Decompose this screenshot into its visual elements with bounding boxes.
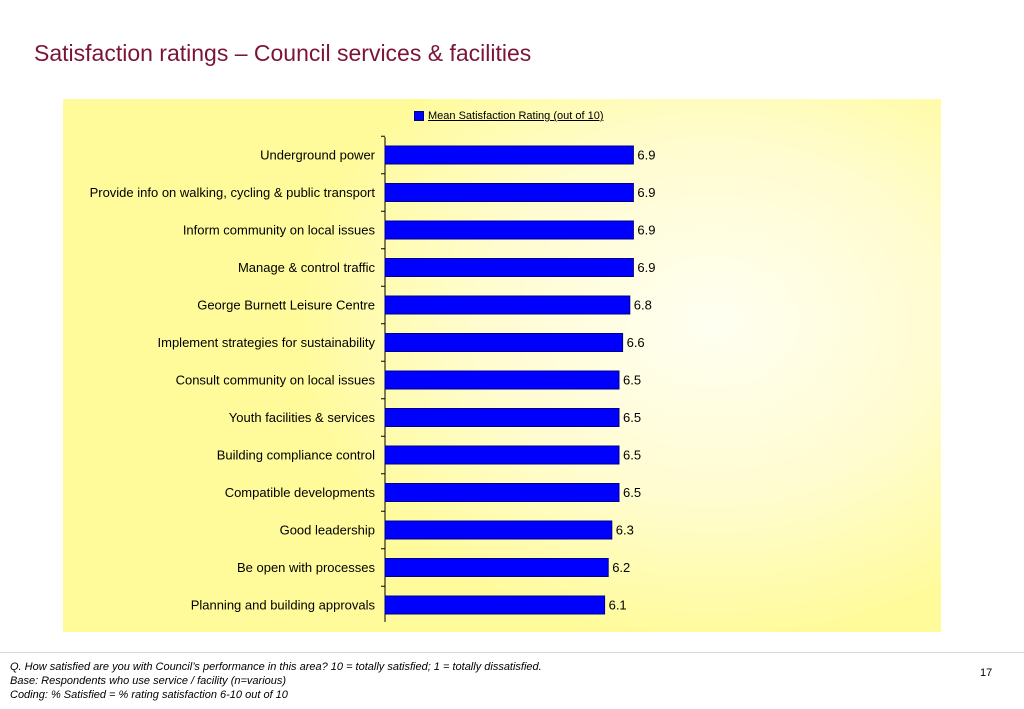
bar-chart: Underground power 6.9 Provide info on walk… [90, 135, 655, 622]
data-label: 6.5 [623, 448, 641, 463]
category-label: Consult community on local issues [176, 373, 376, 388]
legend-swatch [414, 111, 424, 121]
bar [384, 558, 609, 577]
data-label: 6.3 [616, 523, 634, 538]
data-label: 6.5 [623, 373, 641, 388]
bar [384, 220, 634, 240]
category-label: Underground power [260, 148, 376, 163]
category-label: Implement strategies for sustainability [158, 335, 376, 350]
page-title: Satisfaction ratings – Council services … [34, 40, 532, 66]
bar [384, 483, 620, 502]
data-label: 6.2 [612, 560, 630, 575]
category-label: Planning and building approvals [191, 598, 376, 613]
footnote-base: Base: Respondents who use service / faci… [10, 675, 287, 687]
category-label: Be open with processes [237, 560, 376, 575]
bar [384, 520, 613, 540]
bar [384, 258, 634, 277]
bar [384, 145, 634, 165]
footer-divider [0, 652, 1024, 653]
data-label: 6.5 [623, 410, 641, 425]
page-number: 17 [980, 667, 993, 679]
bar [384, 408, 620, 427]
bar [384, 445, 620, 465]
data-label: 6.5 [623, 485, 641, 500]
footnote-question: Q. How satisfied are you with Council’s … [10, 661, 542, 673]
category-label: Good leadership [280, 523, 375, 538]
data-label: 6.9 [637, 185, 655, 200]
category-label: George Burnett Leisure Centre [197, 298, 375, 313]
category-label: Youth facilities & services [229, 410, 376, 425]
bar [384, 333, 624, 352]
category-label: Building compliance control [217, 448, 375, 463]
bar [384, 295, 631, 315]
data-label: 6.1 [609, 598, 627, 613]
data-label: 6.9 [637, 148, 655, 163]
footnotes: Q. How satisfied are you with Council’s … [10, 660, 542, 702]
data-label: 6.8 [634, 298, 652, 313]
chart-legend: Mean Satisfaction Rating (out of 10) [414, 110, 603, 122]
category-label: Inform community on local issues [183, 223, 376, 238]
legend-label: Mean Satisfaction Rating (out of 10) [428, 110, 604, 122]
bar [384, 183, 634, 202]
data-label: 6.6 [627, 335, 645, 350]
category-label: Manage & control traffic [238, 260, 376, 275]
chart-panel: Mean Satisfaction Rating (out of 10) Und… [63, 99, 941, 632]
category-label: Compatible developments [225, 485, 376, 500]
bar [384, 370, 620, 390]
data-label: 6.9 [637, 260, 655, 275]
data-label: 6.9 [637, 223, 655, 238]
bar [384, 595, 606, 615]
footnote-coding: Coding: % Satisfied = % rating satisfact… [10, 689, 288, 701]
category-label: Provide info on walking, cycling & publi… [90, 185, 376, 200]
